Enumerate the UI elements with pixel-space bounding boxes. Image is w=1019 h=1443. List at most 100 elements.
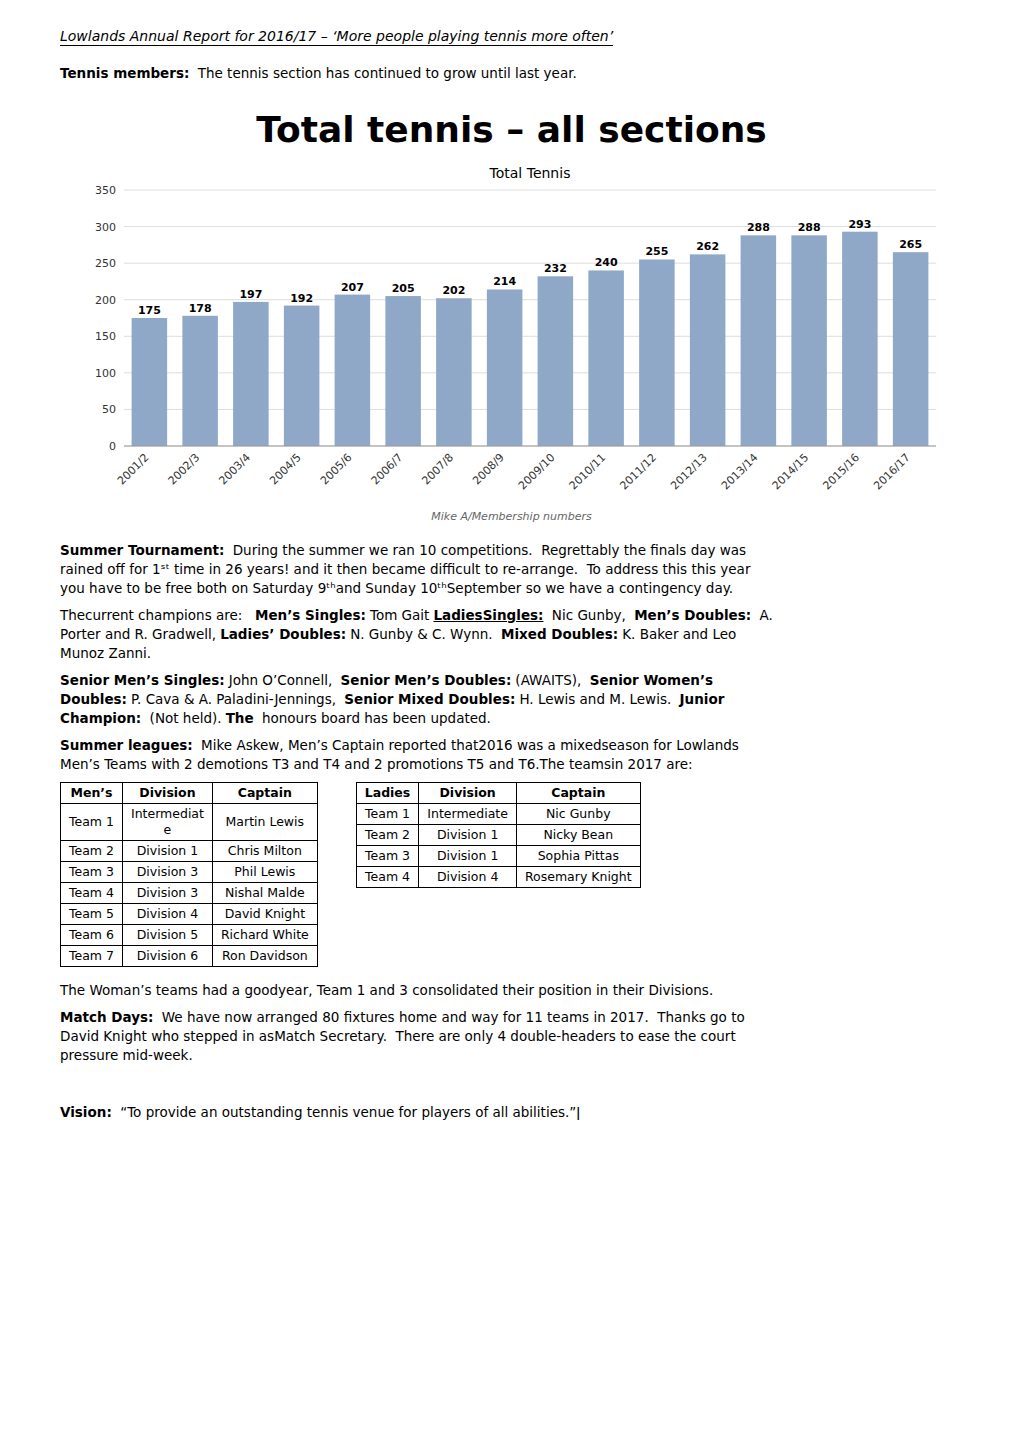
table-cell: Division 6: [122, 946, 212, 967]
paragraph: The Woman’s teams had a goodyear, Team 1…: [60, 981, 963, 1000]
table-cell: Team 7: [61, 946, 123, 967]
bold-text: Ladies’ Doubles:: [220, 626, 346, 642]
table-header: Division: [122, 783, 212, 804]
bold-text: Men’s Doubles:: [634, 607, 751, 623]
table-cell: Nishal Malde: [212, 883, 317, 904]
bar: [537, 276, 573, 446]
table-cell: Team 2: [356, 825, 419, 846]
table-cell: Rosemary Knight: [516, 867, 640, 888]
bold-text: Senior Women’s: [590, 672, 713, 688]
text-line: Champion: (Not held).The honours board h…: [60, 709, 963, 728]
x-tick-label: 2016/17: [871, 451, 913, 493]
data-label: 262: [696, 240, 719, 253]
grid: [124, 190, 936, 446]
table-cell: Division 1: [419, 825, 517, 846]
x-tick-label: 2011/12: [617, 451, 659, 493]
grid-line: [124, 446, 936, 447]
y-tick-label: 300: [95, 221, 116, 234]
bold-text: Tennis members:: [60, 65, 189, 81]
bar: [182, 316, 218, 446]
text: “To provide an outstanding tennis venue …: [116, 1104, 580, 1120]
y-tick-label: 250: [95, 257, 116, 270]
table-cell: Nic Gunby: [516, 804, 640, 825]
text-line: Porter and R. Gradwell,Ladies’ Doubles:N…: [60, 625, 963, 644]
table-cell: Team 4: [61, 883, 123, 904]
bar: [689, 254, 725, 446]
table-cell: Team 1: [356, 804, 419, 825]
table-cell: Division 5: [122, 925, 212, 946]
data-label: 197: [239, 288, 262, 301]
bold-text: Senior Mixed Doubles:: [344, 691, 515, 707]
paragraph: Tennis members: The tennis section has c…: [60, 64, 963, 83]
y-tick-label: 350: [95, 184, 116, 197]
x-axis-line: [124, 446, 936, 447]
text-line: David Knight who stepped in asMatch Secr…: [60, 1027, 963, 1046]
bold-text: Men’s Singles:: [255, 607, 366, 623]
team-table: LadiesDivisionCaptainTeam 1IntermediateN…: [356, 782, 641, 888]
bold-text: Summer Tournament:: [60, 542, 224, 558]
bold-text: The: [226, 710, 254, 726]
bar: [892, 252, 928, 446]
text-line: Tennis members: The tennis section has c…: [60, 64, 963, 83]
table-cell: Team 6: [61, 925, 123, 946]
table-header: Captain: [212, 783, 317, 804]
bar: [436, 298, 472, 446]
table-header: Division: [419, 783, 517, 804]
x-tick-label: 2005/6: [317, 451, 354, 488]
bar: [486, 289, 522, 446]
x-tick-label: 2004/5: [267, 451, 304, 488]
text: honours board has been updated.: [258, 710, 491, 726]
table-row: Team 3Division 3Phil Lewis: [61, 862, 318, 883]
table-cell: Division 4: [122, 904, 212, 925]
table-cell: Team 3: [356, 846, 419, 867]
table-row: Team 5Division 4David Knight: [61, 904, 318, 925]
text: David Knight who stepped in asMatch Secr…: [60, 1028, 736, 1044]
bold-text: Senior Men’s Singles:: [60, 672, 225, 688]
bar: [740, 235, 776, 446]
text: John O’Connell,: [229, 672, 337, 688]
bar: [639, 259, 675, 446]
bold-text: Junior: [680, 691, 725, 707]
text-line: Summer leagues: Mike Askew, Men’s Captai…: [60, 736, 963, 755]
table-cell: Sophia Pittas: [516, 846, 640, 867]
table-cell: Team 5: [61, 904, 123, 925]
bar: [283, 306, 319, 446]
y-tick-label: 100: [95, 367, 116, 380]
bar: [233, 302, 269, 446]
text-line: pressure mid-week.: [60, 1046, 963, 1065]
y-tick-label: 200: [95, 294, 116, 307]
table-cell: Division 1: [122, 841, 212, 862]
text-line: Summer Tournament: During the summer we …: [60, 541, 963, 560]
table-header-row: Men’sDivisionCaptain: [61, 783, 318, 804]
x-tick-label: 2010/11: [566, 451, 608, 493]
bar: [588, 270, 624, 446]
paragraph: Summer leagues: Mike Askew, Men’s Captai…: [60, 736, 963, 774]
text: During the summer we ran 10 competitions…: [228, 542, 746, 558]
data-label: 214: [493, 275, 516, 288]
bar: [385, 296, 421, 446]
table-row: Team 4Division 3Nishal Malde: [61, 883, 318, 904]
table-row: Team 4Division 4Rosemary Knight: [356, 867, 640, 888]
table-cell: Team 1: [61, 804, 123, 841]
bold-text: Senior Men’s Doubles:: [341, 672, 512, 688]
text-line: Men’s Teams with 2 demotions T3 and T4 a…: [60, 755, 963, 774]
data-label: 288: [746, 221, 769, 234]
page-title: Lowlands Annual Report for 2016/17 – ‘Mo…: [60, 28, 613, 46]
data-label: 205: [391, 282, 414, 295]
x-tick-label: 2007/8: [419, 451, 456, 488]
text: Mike Askew, Men’s Captain reported that2…: [197, 737, 739, 753]
x-tick-label: 2003/4: [216, 451, 253, 488]
bold-text: Mixed Doubles:: [501, 626, 618, 642]
data-label: 255: [645, 245, 668, 258]
bold-text: Champion:: [60, 710, 141, 726]
bars: [131, 232, 928, 446]
text: The tennis section has continued to grow…: [193, 65, 576, 81]
table-cell: Intermediate: [419, 804, 517, 825]
text: Thecurrent champions are:: [60, 607, 251, 623]
bar: [791, 235, 827, 446]
bold-text: Summer leagues:: [60, 737, 193, 753]
x-tick-label: 2001/2: [114, 451, 151, 488]
table-header-row: LadiesDivisionCaptain: [356, 783, 640, 804]
text: (AWAITS),: [515, 672, 585, 688]
table-header: Men’s: [61, 783, 123, 804]
